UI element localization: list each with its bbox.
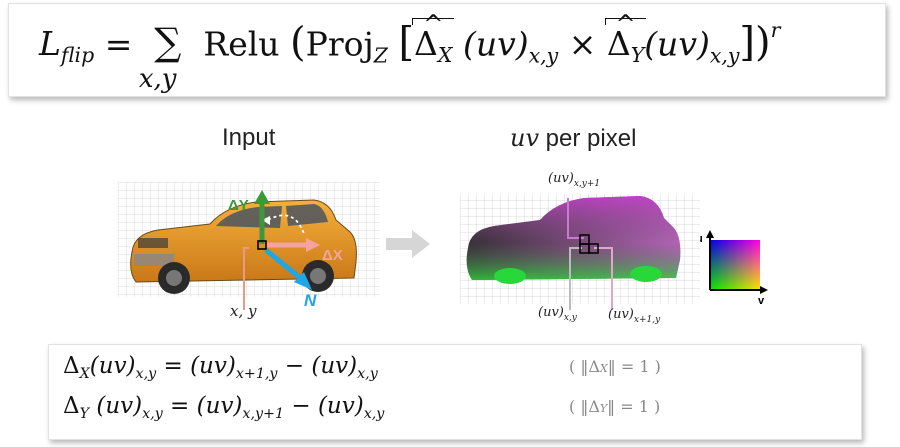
input-caption: Input [222,124,276,151]
delta-x-hat: ^ ΔX [414,10,453,68]
u-axis-label: u [700,233,703,245]
normal-label: N [304,291,317,310]
v-axis-label: v [758,295,765,306]
delta-y-label: ΔY [228,197,249,214]
normal-arrow [264,248,302,280]
transform-arrow-icon [386,230,430,258]
xy-pointer-line [243,247,249,310]
cross-product-sign: × [568,24,597,64]
bottom-left-pointer-line [569,247,582,310]
summation: ∑ x,y [138,20,182,95]
pixel-marker [257,240,267,250]
uv-caption: uv per pixel [510,124,637,152]
pixel-marker-right [588,243,599,254]
uv-bottom-right-label: (uv)x+1,y [608,307,661,325]
uv-color-legend: u v [700,230,768,306]
delta-y-norm-note: ( ‖ΔY‖ = 1 ) [569,397,661,416]
delta-x-norm-note: ( ‖ΔX‖ = 1 ) [569,357,661,376]
equals-sign: = [104,24,133,64]
relu-label: Relu [203,24,280,64]
loss-symbol: Lflip [39,24,95,68]
input-car-illustration: ΔY ΔX N x, y [118,182,380,320]
flip-loss-formula: Lflip = ∑ x,y Relu (ProjZ [^ ΔX (uv)x,y × … [39,10,781,95]
delta-x-label: ΔX [322,247,343,264]
bottom-right-pointer-line [594,247,613,310]
delta-y-hat: ^ ΔY [606,10,645,68]
exponent-r: r [770,18,781,42]
delta-x-definition: ΔX(uv)x,y = (uv)x+1,y − (uv)x,y [63,353,378,382]
uv-car-illustration: (uv)x,y+1 (uv)x,y (uv)x+1,y [460,171,700,325]
top-pointer-line [567,198,584,239]
proj-label: Proj [305,24,374,64]
definitions-box: ΔX(uv)x,y = (uv)x+1,y − (uv)x,y ( ‖ΔX‖ =… [48,344,862,440]
flip-loss-formula-box: Lflip = ∑ x,y Relu (ProjZ [^ ΔX (uv)x,y × … [8,3,886,97]
uv-bottom-left-label: (uv)x,y [538,305,578,323]
uv-top-label: (uv)x,y+1 [548,171,600,189]
delta-y-definition: ΔY (uv)x,y = (uv)x,y+1 − (uv)x,y [63,393,385,422]
car-body [130,199,357,294]
xy-label: x, y [230,302,257,320]
